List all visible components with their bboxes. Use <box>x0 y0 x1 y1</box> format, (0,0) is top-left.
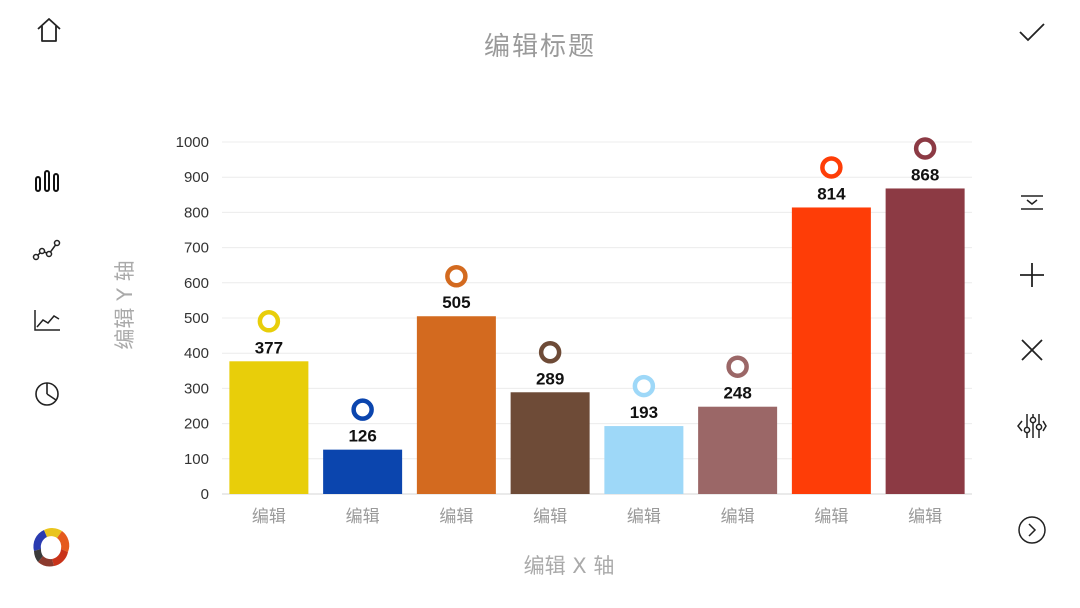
chart-title[interactable]: 编辑标题 <box>483 32 596 62</box>
bar-handle[interactable] <box>632 374 656 398</box>
y-tick-label: 400 <box>184 345 209 362</box>
sliders-icon[interactable] <box>1012 406 1052 446</box>
home-icon[interactable] <box>29 10 69 50</box>
area-chart-icon[interactable] <box>27 300 67 340</box>
bar-handle[interactable] <box>726 355 749 378</box>
x-tick-label[interactable]: 编辑 <box>252 507 286 527</box>
y-tick-label: 600 <box>184 275 209 292</box>
pie-chart-icon[interactable] <box>27 373 67 413</box>
bars <box>229 188 965 495</box>
bar[interactable] <box>791 207 871 495</box>
x-tick-label[interactable]: 编辑 <box>627 507 661 527</box>
bar-chart-icon[interactable] <box>27 160 67 200</box>
y-tick-label: 500 <box>184 310 209 327</box>
plus-icon[interactable] <box>1012 255 1052 295</box>
bar-handle[interactable] <box>351 398 374 421</box>
x-axis-categories: 编辑 编辑 编辑 编辑 编辑 编辑 编辑 编辑 <box>252 507 942 527</box>
bar-handle[interactable] <box>538 341 562 364</box>
x-icon[interactable] <box>1012 330 1052 370</box>
data-label: 377 <box>255 338 283 357</box>
bar[interactable] <box>885 188 965 495</box>
data-label: 126 <box>348 427 376 446</box>
bar[interactable] <box>323 449 403 494</box>
check-icon[interactable] <box>1012 12 1052 52</box>
data-label: 814 <box>817 184 846 203</box>
x-tick-label[interactable]: 编辑 <box>346 507 380 527</box>
y-tick-label: 1000 <box>176 134 209 151</box>
collapse-icon[interactable] <box>1012 180 1052 220</box>
y-tick-label: 300 <box>184 380 209 397</box>
x-tick-label[interactable]: 编辑 <box>533 507 567 527</box>
y-axis-ticks: 0 100 200 300 400 500 600 700 800 900 1000 <box>176 134 209 503</box>
x-axis-title[interactable]: 编辑 X 轴 <box>524 554 615 578</box>
y-tick-label: 800 <box>184 204 209 221</box>
right-toolbar <box>984 0 1080 608</box>
x-tick-label[interactable]: 编辑 <box>439 507 473 527</box>
y-tick-label: 100 <box>184 451 209 468</box>
data-label: 248 <box>723 384 751 403</box>
x-tick-label[interactable]: 编辑 <box>814 507 848 527</box>
bar-handle[interactable] <box>257 310 281 333</box>
left-toolbar <box>0 0 96 608</box>
logo-icon <box>26 521 76 571</box>
bar[interactable] <box>698 406 778 494</box>
bar-handle[interactable] <box>445 264 468 288</box>
y-tick-label: 0 <box>201 486 209 503</box>
chevron-right-circle-icon[interactable] <box>1012 510 1052 550</box>
y-tick-label: 200 <box>184 416 209 433</box>
bar[interactable] <box>510 392 590 494</box>
bar[interactable] <box>604 426 684 494</box>
data-label: 193 <box>630 403 658 422</box>
y-tick-label: 900 <box>184 169 209 186</box>
data-label: 289 <box>536 369 564 388</box>
y-axis-title[interactable]: 编辑 Y 轴 <box>113 260 137 349</box>
data-labels: 377 126 505 289 193 248 814 868 <box>255 137 939 446</box>
data-label: 868 <box>911 165 939 184</box>
bar-handle[interactable] <box>913 137 937 160</box>
bar[interactable] <box>229 361 309 494</box>
bar-handle[interactable] <box>820 156 843 179</box>
data-label: 505 <box>442 293 470 312</box>
x-tick-label[interactable]: 编辑 <box>908 507 942 527</box>
x-tick-label[interactable]: 编辑 <box>721 507 755 527</box>
y-tick-label: 700 <box>184 240 209 257</box>
bar[interactable] <box>416 316 496 494</box>
line-chart-icon[interactable] <box>27 230 67 270</box>
